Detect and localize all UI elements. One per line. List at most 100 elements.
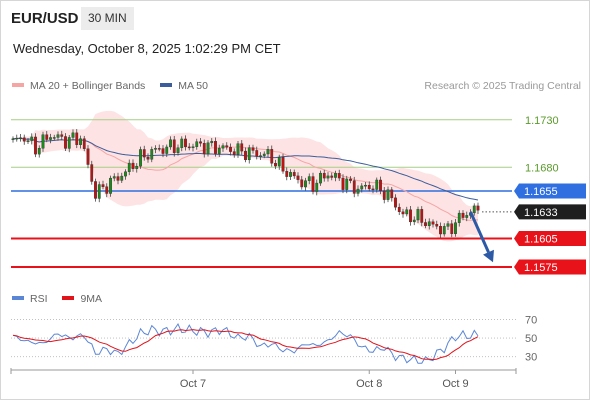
forecast-arrow	[469, 211, 490, 253]
candle	[266, 146, 270, 158]
candle	[431, 219, 435, 228]
bollinger-swatch	[12, 83, 24, 88]
candle-body	[304, 180, 307, 188]
candle-body	[341, 177, 345, 190]
candle-body	[382, 190, 386, 200]
legend-item-bollinger: MA 20 + Bollinger Bands	[12, 80, 145, 92]
candle	[341, 174, 345, 194]
candle	[37, 145, 41, 158]
candle	[442, 223, 446, 237]
candle	[304, 177, 307, 191]
candle	[34, 133, 37, 158]
candle	[180, 136, 184, 152]
candle	[300, 175, 304, 190]
candle-body	[412, 219, 416, 223]
candle	[30, 133, 34, 145]
candle-body	[169, 139, 172, 148]
candle	[176, 144, 180, 156]
rsi-panel: 70 50 30 Oct 7 Oct 8 Oct 9	[10, 314, 537, 390]
candle	[11, 136, 15, 143]
candle	[139, 146, 142, 169]
rsi-line	[12, 322, 479, 364]
candle	[112, 173, 116, 182]
candle-body	[124, 171, 127, 177]
candle	[315, 179, 319, 196]
candle	[371, 185, 375, 194]
rsi-tick-label: 50	[525, 333, 537, 345]
candle	[49, 133, 52, 144]
candle-body	[375, 179, 379, 190]
candle-body	[67, 137, 71, 149]
candle-body	[131, 162, 135, 169]
candle-body	[199, 141, 202, 144]
candle-body	[289, 172, 292, 177]
bollinger-band-fill	[13, 110, 478, 242]
candle	[401, 208, 405, 218]
candle-body	[52, 137, 56, 139]
ma50-swatch	[160, 83, 173, 88]
candle	[172, 135, 176, 157]
price-panel: 1.1730 1.1680 1.1655 1.1633 1.1605 1.1575	[11, 110, 586, 275]
candle	[349, 176, 352, 184]
candle	[281, 153, 285, 174]
candle-body	[454, 222, 457, 234]
candle	[259, 152, 262, 161]
candle	[150, 146, 154, 163]
candle	[356, 185, 360, 197]
level-label-tag	[514, 231, 586, 246]
candle	[289, 169, 292, 181]
candle-body	[90, 164, 94, 182]
candle	[334, 170, 337, 182]
level-label: 1.1633	[514, 204, 586, 220]
candle	[236, 140, 240, 158]
candle-body	[15, 137, 19, 140]
timeframe-badge[interactable]: 30 MIN	[81, 7, 134, 30]
candle	[116, 172, 120, 185]
rsi-9ma-line	[12, 329, 479, 361]
candle	[56, 131, 60, 141]
candle	[337, 169, 341, 181]
candle-body	[161, 148, 165, 154]
candle	[262, 151, 266, 159]
candle-body	[446, 223, 450, 227]
candle	[101, 180, 105, 190]
candle-body	[45, 134, 49, 140]
candle	[105, 183, 109, 198]
candle-body	[64, 136, 67, 149]
level-label-text: 1.1605	[524, 234, 558, 246]
candle-body	[71, 132, 75, 138]
candle-body	[465, 215, 469, 218]
candle-body	[307, 176, 311, 181]
candle	[131, 159, 135, 172]
level-label-tag	[514, 259, 586, 275]
candle-body	[262, 153, 266, 156]
candle	[424, 218, 427, 229]
candle	[461, 210, 465, 221]
candle	[79, 135, 82, 149]
candle-body	[236, 143, 240, 155]
candle-body	[127, 162, 131, 172]
candle-body	[285, 171, 289, 177]
candle	[97, 181, 101, 203]
candle	[457, 210, 461, 227]
candle	[472, 203, 476, 216]
candle-body	[49, 137, 52, 140]
candle-body	[105, 186, 109, 194]
candle-body	[394, 197, 397, 208]
candle	[26, 137, 30, 144]
candle	[375, 177, 379, 193]
legend-label: MA 20 + Bollinger Bands	[30, 80, 146, 92]
candle-body	[379, 179, 382, 191]
candle	[450, 220, 454, 238]
candle	[154, 145, 157, 154]
candle-body	[259, 155, 262, 157]
candle-body	[60, 134, 64, 137]
candle	[307, 173, 311, 185]
candle-body	[390, 189, 394, 199]
candle-body	[56, 134, 60, 138]
candle-body	[37, 148, 41, 155]
candle	[319, 170, 322, 186]
level-label: 1.1575	[514, 259, 586, 275]
level-label-text: 1.1730	[525, 115, 559, 127]
level-label: 1.1730	[525, 115, 559, 127]
